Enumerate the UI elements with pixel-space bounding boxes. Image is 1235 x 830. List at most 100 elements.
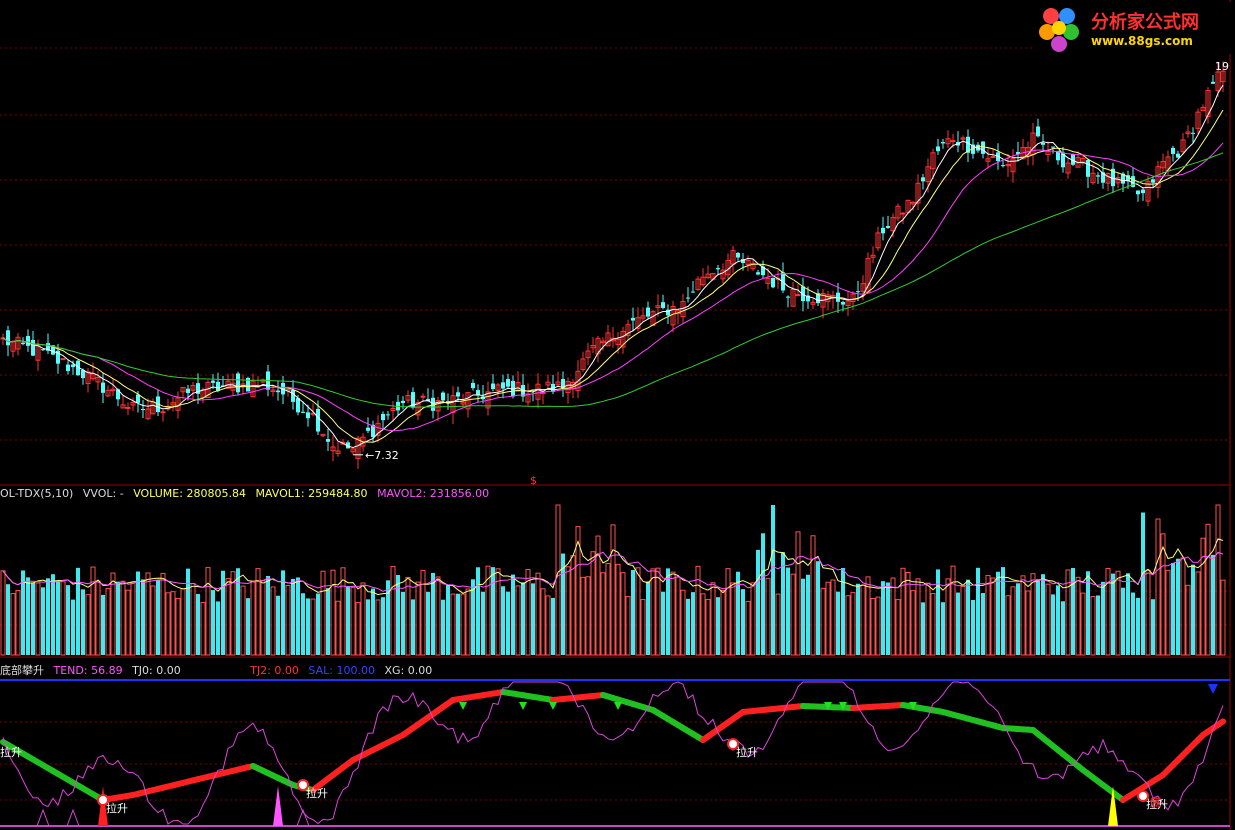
volume-bar [180, 588, 186, 656]
candle-body [925, 166, 931, 183]
candle-body [640, 315, 646, 319]
candle-body [51, 345, 55, 355]
candle-body [1151, 179, 1155, 183]
volume-bar [1180, 557, 1186, 656]
volume-bar [360, 582, 366, 656]
volume-bar [375, 599, 381, 656]
volume-bar [401, 591, 405, 655]
volume-bar [515, 585, 521, 656]
candle-body [170, 402, 176, 406]
volume-bar [801, 578, 805, 655]
candle-body [555, 381, 561, 386]
volume-bar [845, 595, 851, 656]
candle-body [921, 177, 925, 182]
volume-bar [85, 594, 91, 656]
candle-body [270, 389, 276, 393]
volume-bar [450, 593, 456, 656]
candle-body [26, 336, 30, 346]
volume-bar [41, 587, 45, 655]
down-arrow-icon [519, 702, 527, 710]
candle-body [720, 269, 726, 280]
volume-bar [765, 577, 771, 656]
volume-bar [720, 590, 726, 656]
candle-body [1136, 190, 1140, 195]
volume-bar [531, 583, 535, 655]
candle-body [41, 349, 45, 351]
low-price-label: ←7.32 [365, 449, 399, 462]
candle-body [1111, 168, 1115, 187]
volume-bar [816, 561, 820, 655]
volume-bar [941, 602, 945, 655]
candle-body [110, 388, 116, 392]
volume-bar [465, 588, 471, 656]
volume-bar [761, 533, 765, 655]
candle-body [105, 389, 111, 397]
candle-body [31, 339, 35, 356]
candle-body [386, 414, 390, 416]
candle-body [95, 377, 101, 383]
volume-bar [1165, 569, 1171, 656]
volume-bar [655, 567, 661, 656]
candle-body [941, 142, 945, 144]
volume-bar [736, 571, 740, 655]
volume-bar [635, 567, 641, 656]
volume-bar [650, 568, 656, 656]
volume-bar [460, 593, 466, 656]
volume-bar [551, 597, 555, 655]
volume-bar [825, 581, 831, 656]
volume-bar [476, 567, 480, 655]
candle-body [501, 382, 505, 389]
volume-bar [0, 570, 6, 656]
volume-bar [590, 551, 596, 656]
volume-bar [506, 591, 510, 655]
volume-bar [1141, 512, 1145, 655]
candle-body [960, 137, 966, 140]
volume-bar [371, 588, 375, 655]
volume-bar [971, 600, 975, 655]
candle-body [745, 259, 751, 265]
volume-bar [990, 577, 996, 656]
candle-body [366, 427, 370, 431]
volume-bar [141, 579, 145, 655]
down-arrow-icon [839, 702, 847, 710]
candle-body [856, 291, 860, 293]
volume-bar [145, 572, 151, 656]
volume-bar [396, 575, 400, 655]
candle-body [741, 259, 745, 263]
candle-body [1010, 158, 1016, 173]
candle-body [655, 305, 661, 309]
volume-bar [156, 580, 160, 655]
xg-readout: XG: 0.00 [384, 664, 433, 677]
volume-bar [246, 598, 250, 655]
candle-body [1171, 147, 1175, 154]
candle-body [330, 446, 336, 452]
candle-body [705, 273, 711, 279]
signal-label: 拉升 [0, 745, 22, 759]
volume-bar [925, 582, 931, 656]
volume-bar [481, 591, 485, 655]
volume-bar [405, 576, 411, 656]
volume-bar [691, 592, 695, 655]
candle-body [1001, 165, 1005, 167]
volume-bar [211, 590, 215, 655]
volume-bar [1185, 584, 1191, 656]
candle-body [1160, 160, 1166, 169]
candle-body [460, 401, 466, 405]
candle-body [306, 412, 310, 419]
high-price-label: 19 [1215, 60, 1229, 73]
candle-body [491, 383, 495, 390]
candle-body [6, 330, 10, 346]
candle-body [1191, 132, 1195, 134]
tj0-readout: TJ0: 0.00 [132, 664, 181, 677]
volume-bar [150, 585, 156, 656]
candle-body [335, 450, 341, 455]
candle-body [1041, 142, 1045, 145]
candle-body [1036, 126, 1040, 137]
candle-body [186, 388, 190, 394]
ma20-line [2, 142, 1224, 432]
volume-bar [56, 580, 60, 655]
candle-body [801, 286, 805, 302]
logo-title: 分析家公式网 [1091, 12, 1199, 33]
candle-body [431, 397, 435, 411]
